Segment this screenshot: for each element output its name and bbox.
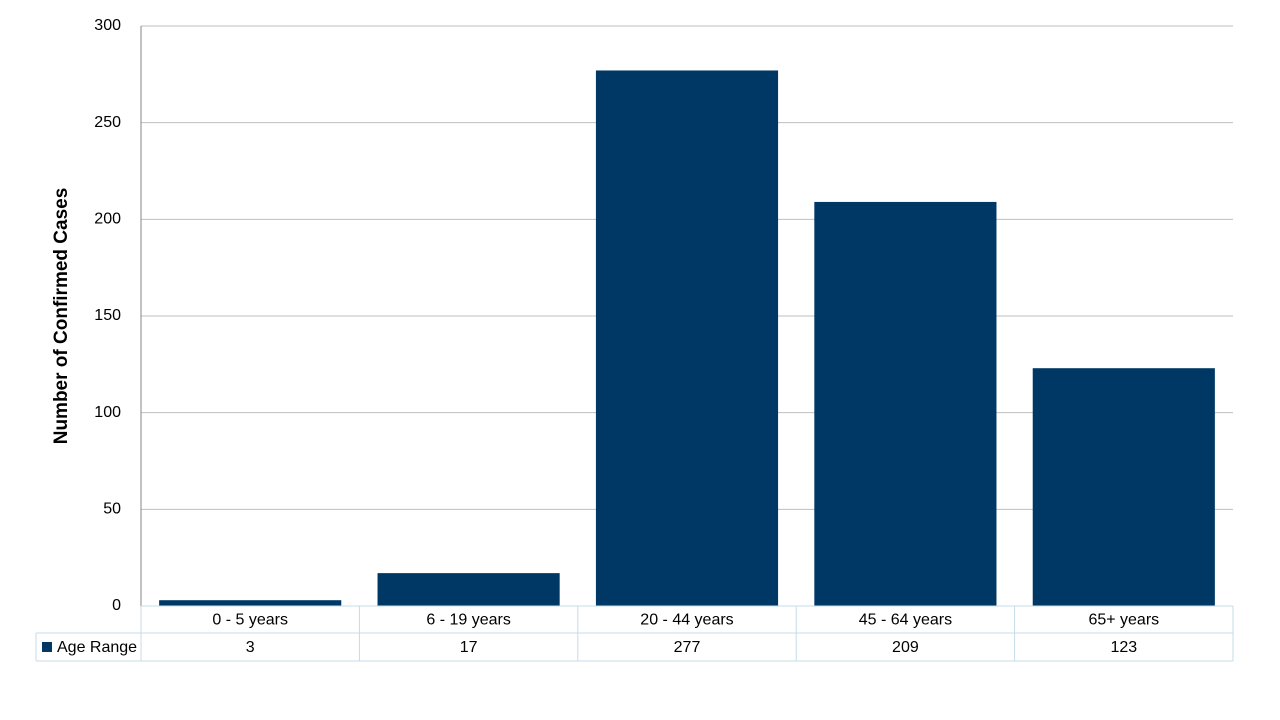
bar — [377, 573, 560, 606]
y-tick-label: 150 — [94, 307, 121, 324]
legend-label: Age Range — [57, 639, 137, 656]
x-tick-label: 20 - 44 years — [640, 612, 733, 629]
table-value: 209 — [892, 639, 919, 656]
x-tick-label: 6 - 19 years — [426, 612, 510, 629]
y-tick-label: 250 — [94, 114, 121, 131]
bar — [814, 201, 997, 606]
bar — [159, 600, 342, 606]
legend-swatch — [42, 642, 52, 652]
table-value: 123 — [1110, 639, 1137, 656]
table-value: 17 — [460, 639, 478, 656]
y-tick-label: 300 — [94, 17, 121, 34]
y-tick-label: 50 — [103, 501, 121, 518]
y-axis-title: Number of Confirmed Cases — [51, 188, 72, 445]
table-value: 3 — [246, 639, 255, 656]
y-tick-label: 100 — [94, 404, 121, 421]
bar — [595, 70, 779, 606]
table-value: 277 — [674, 639, 701, 656]
x-tick-label: 65+ years — [1088, 612, 1159, 629]
y-tick-label: 0 — [112, 597, 121, 614]
x-tick-label: 0 - 5 years — [212, 612, 288, 629]
bar — [1032, 368, 1215, 606]
y-tick-label: 200 — [94, 211, 121, 228]
x-tick-label: 45 - 64 years — [859, 612, 952, 629]
